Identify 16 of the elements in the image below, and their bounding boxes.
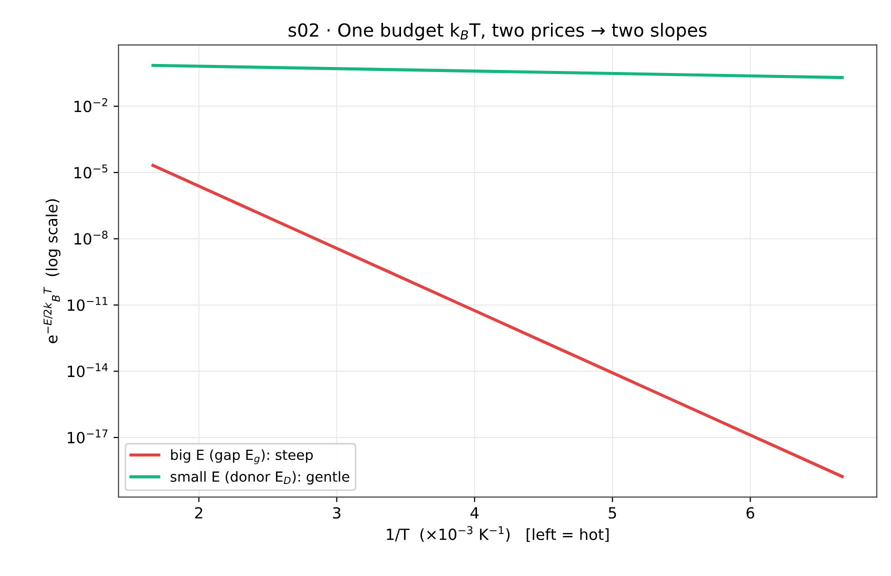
- y-tick-label: 10$^{−2}$: [74, 98, 108, 112]
- y-tick-label: 10$^{−11}$: [68, 297, 108, 311]
- x-tick-label: 4: [470, 507, 479, 518]
- x-tick-label: 6: [746, 507, 754, 519]
- y-tick-label: 10$^{−14}$: [68, 363, 108, 378]
- chart-title: s02 · One budget k$_{B}$T, two prices → two slopes: [288, 22, 707, 40]
- y-tick-label: 10$^{−17}$: [68, 430, 108, 444]
- x-axis-title: 1/T (×10$^{−3}$ K$^{−1}$) [left = hot]: [386, 526, 609, 542]
- legend-label: small E (donor E$_{D}$): gentle: [170, 471, 350, 485]
- x-tick-label: 5: [608, 507, 616, 519]
- y-axis-title: e$^{−E/2k}$$_{B}$$^{T}$ (log scale): [43, 199, 60, 344]
- y-tick-label: 10$^{−5}$: [74, 164, 108, 178]
- x-tick-label: 3: [333, 507, 340, 519]
- legend-label: big E (gap E$_{g}$): steep: [171, 449, 313, 464]
- x-tick-label: 2: [195, 507, 202, 518]
- y-tick-label: 10$^{−8}$: [74, 230, 108, 245]
